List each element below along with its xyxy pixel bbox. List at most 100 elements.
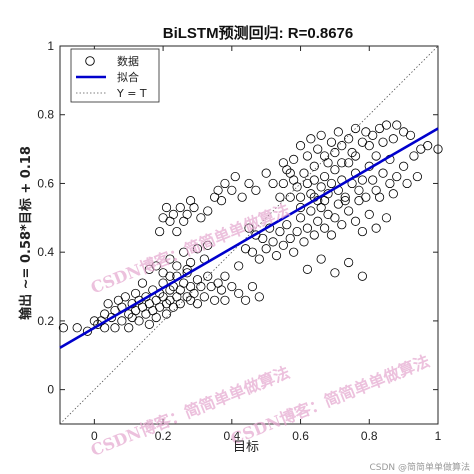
data-point <box>337 220 347 230</box>
data-point <box>189 202 199 213</box>
data-point <box>144 319 154 329</box>
data-point <box>381 120 392 130</box>
data-point <box>285 192 295 202</box>
data-point <box>165 254 175 264</box>
data-point <box>371 223 381 233</box>
data-point <box>220 271 230 281</box>
data-point <box>275 192 285 202</box>
y-tick-label: 0 <box>47 383 54 397</box>
data-point <box>337 141 347 151</box>
data-point <box>344 206 354 216</box>
data-point <box>285 233 295 244</box>
data-point <box>299 237 309 247</box>
data-point <box>124 323 134 333</box>
data-point <box>278 240 288 250</box>
data-point <box>371 151 381 161</box>
data-point <box>364 209 374 219</box>
data-point <box>423 141 433 151</box>
data-point <box>220 178 230 189</box>
data-point <box>82 326 93 336</box>
data-point <box>357 175 367 185</box>
data-point <box>72 323 82 333</box>
data-point <box>337 158 347 168</box>
data-point <box>230 171 240 182</box>
data-point <box>192 299 203 309</box>
data-point <box>134 316 144 326</box>
data-point <box>161 309 172 319</box>
data-point <box>295 202 306 213</box>
data-point <box>344 134 354 144</box>
y-tick-label: 0.8 <box>37 108 54 122</box>
ticks-layer: 0 0.2 0.4 0.6 0.8 1 0 0.2 0.4 0.6 0.8 1 <box>37 39 441 443</box>
data-point <box>350 123 361 134</box>
data-point <box>350 216 361 226</box>
data-point <box>268 237 278 247</box>
data-point <box>350 151 361 161</box>
y-tick-label: 0.4 <box>37 245 54 259</box>
data-point <box>392 171 402 182</box>
data-point <box>299 168 309 178</box>
data-point <box>234 288 244 299</box>
data-point <box>292 182 302 192</box>
data-point <box>268 178 278 189</box>
data-point <box>326 178 337 189</box>
data-point <box>340 192 350 202</box>
data-point <box>302 223 313 233</box>
points-layer <box>58 120 443 336</box>
data-point <box>357 271 367 281</box>
data-point <box>58 323 69 333</box>
x-tick-label: 0 <box>91 429 98 443</box>
data-point <box>192 244 203 254</box>
data-point <box>313 216 323 226</box>
data-point <box>316 130 326 140</box>
chart-title: BiLSTM预测回归: R=0.8676 <box>163 24 353 42</box>
data-point <box>165 285 175 295</box>
x-tick-label: 0.8 <box>361 429 378 443</box>
data-point <box>254 254 264 264</box>
data-point <box>402 178 412 189</box>
data-point <box>399 161 409 171</box>
data-point <box>409 151 419 161</box>
data-point <box>330 147 340 158</box>
data-point <box>295 213 306 223</box>
data-point <box>182 209 192 219</box>
data-point <box>100 323 110 333</box>
data-point <box>247 247 258 257</box>
data-point <box>261 244 271 254</box>
data-point <box>110 323 120 333</box>
legend: 数据 拟合 Y = T <box>70 48 160 103</box>
data-point <box>185 257 196 268</box>
data-point <box>333 127 343 137</box>
data-point <box>344 257 354 268</box>
x-tick-label: 0.6 <box>292 429 309 443</box>
data-point <box>227 185 237 195</box>
data-point <box>271 251 282 261</box>
data-point <box>244 223 254 233</box>
data-point <box>175 202 185 213</box>
data-point <box>309 230 319 240</box>
data-point <box>251 185 261 195</box>
data-point <box>275 226 285 237</box>
data-point <box>227 281 237 292</box>
data-point <box>316 182 326 192</box>
data-point <box>189 288 199 299</box>
data-point <box>309 175 319 185</box>
data-point <box>237 192 247 202</box>
data-point <box>357 226 367 237</box>
data-point <box>326 137 337 147</box>
fit-line <box>59 127 439 349</box>
data-point <box>203 206 213 216</box>
legend-label-identity: Y = T <box>116 87 147 100</box>
data-point <box>378 137 388 147</box>
data-point <box>220 295 230 305</box>
data-point <box>292 226 302 237</box>
data-point <box>240 295 251 305</box>
data-point <box>374 192 385 202</box>
data-point <box>203 240 213 250</box>
data-point <box>285 168 295 178</box>
data-point <box>103 299 113 309</box>
data-point <box>368 130 378 140</box>
data-point <box>179 247 189 257</box>
data-point <box>117 316 127 326</box>
x-tick-label: 1 <box>435 429 442 443</box>
